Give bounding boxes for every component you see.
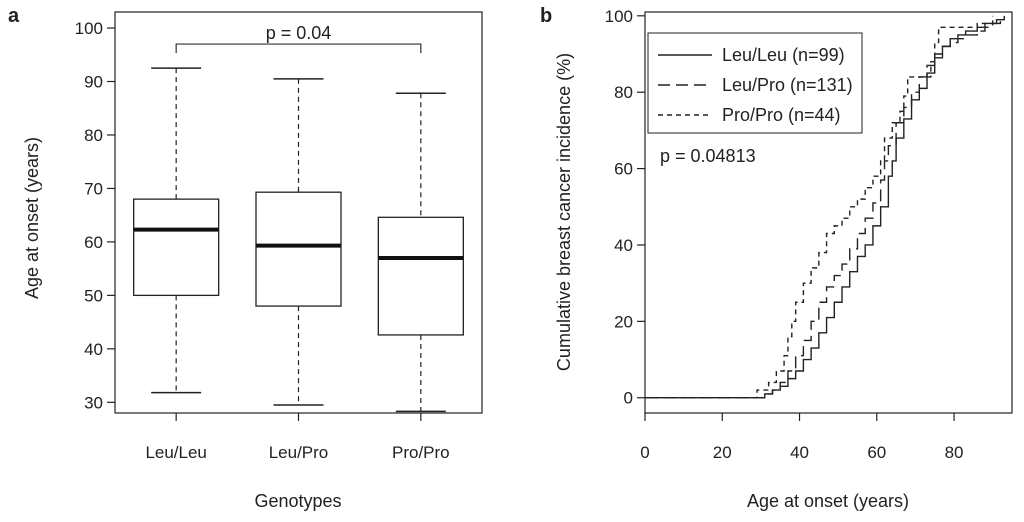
panel-b-x-axis: 0 20 40 60 80 bbox=[640, 413, 964, 462]
panel-b-plot-frame bbox=[644, 11, 1013, 414]
panel-a-x-axis-title: Genotypes bbox=[254, 491, 341, 511]
box-leu-leu bbox=[133, 67, 220, 394]
x-tick-label: 0 bbox=[640, 443, 649, 462]
y-tick-label: 80 bbox=[84, 126, 103, 145]
panel-b-x-axis-title: Age at onset (years) bbox=[747, 491, 909, 511]
y-tick-label: 90 bbox=[84, 73, 103, 92]
panel-a-x-axis: Leu/Leu Leu/Pro Pro/Pro bbox=[145, 413, 450, 462]
panel-b-series bbox=[645, 15, 1005, 399]
panel-a-y-axis: 30 40 50 60 70 80 90 100 bbox=[75, 19, 115, 412]
y-tick-label: 40 bbox=[84, 340, 103, 359]
box-pro-pro bbox=[377, 92, 464, 413]
significance-bracket-line bbox=[175, 43, 422, 54]
x-tick-label: 20 bbox=[713, 443, 732, 462]
y-tick-label: 30 bbox=[84, 393, 103, 412]
interquartile-box bbox=[255, 191, 342, 307]
panel-b-y-axis-title: Cumulative breast cancer incidence (%) bbox=[554, 53, 574, 371]
y-tick-label: 40 bbox=[614, 236, 633, 255]
panel-a-boxplot: a 30 40 50 60 70 80 90 100 Leu/Leu Leu/Pro Pro/Pr… bbox=[8, 5, 483, 511]
panel-a-letter: a bbox=[8, 5, 20, 27]
panel-a-significance-bracket: p = 0.04 bbox=[175, 23, 422, 54]
panel-a-boxes bbox=[133, 67, 464, 413]
y-tick-label: 70 bbox=[84, 179, 103, 198]
x-tick-label: 80 bbox=[945, 443, 964, 462]
y-tick-label: 80 bbox=[614, 83, 633, 102]
series-line-dotted bbox=[645, 15, 994, 399]
panel-a-y-axis-title: Age at onset (years) bbox=[22, 137, 42, 299]
x-tick-label: 40 bbox=[790, 443, 809, 462]
x-tick-label: 60 bbox=[867, 443, 886, 462]
panel-b-letter: b bbox=[540, 5, 552, 27]
legend-box bbox=[647, 32, 863, 134]
y-tick-label: 60 bbox=[614, 160, 633, 179]
box-leu-pro bbox=[255, 78, 342, 406]
y-tick-label: 0 bbox=[624, 389, 633, 408]
x-tick-label: Leu/Leu bbox=[145, 443, 206, 462]
legend-label: Pro/Pro (n=44) bbox=[722, 105, 841, 125]
series-line-dashed bbox=[645, 15, 1002, 399]
interquartile-box bbox=[377, 216, 464, 336]
significance-p-value: p = 0.04 bbox=[266, 23, 332, 43]
panel-b-p-value: p = 0.04813 bbox=[660, 146, 756, 166]
y-tick-label: 100 bbox=[605, 7, 633, 26]
y-tick-label: 50 bbox=[84, 286, 103, 305]
y-tick-label: 20 bbox=[614, 312, 633, 331]
panel-b-y-axis: 0 20 40 60 80 100 bbox=[605, 7, 645, 408]
legend-label: Leu/Leu (n=99) bbox=[722, 45, 845, 65]
panel-b-legend: Leu/Leu (n=99) Leu/Pro (n=131) Pro/Pro (n=… bbox=[647, 32, 863, 134]
legend-label: Leu/Pro (n=131) bbox=[722, 75, 853, 95]
x-tick-label: Pro/Pro bbox=[392, 443, 450, 462]
y-tick-label: 100 bbox=[75, 19, 103, 38]
interquartile-box bbox=[133, 198, 220, 297]
y-tick-label: 60 bbox=[84, 233, 103, 252]
x-tick-label: Leu/Pro bbox=[269, 443, 329, 462]
